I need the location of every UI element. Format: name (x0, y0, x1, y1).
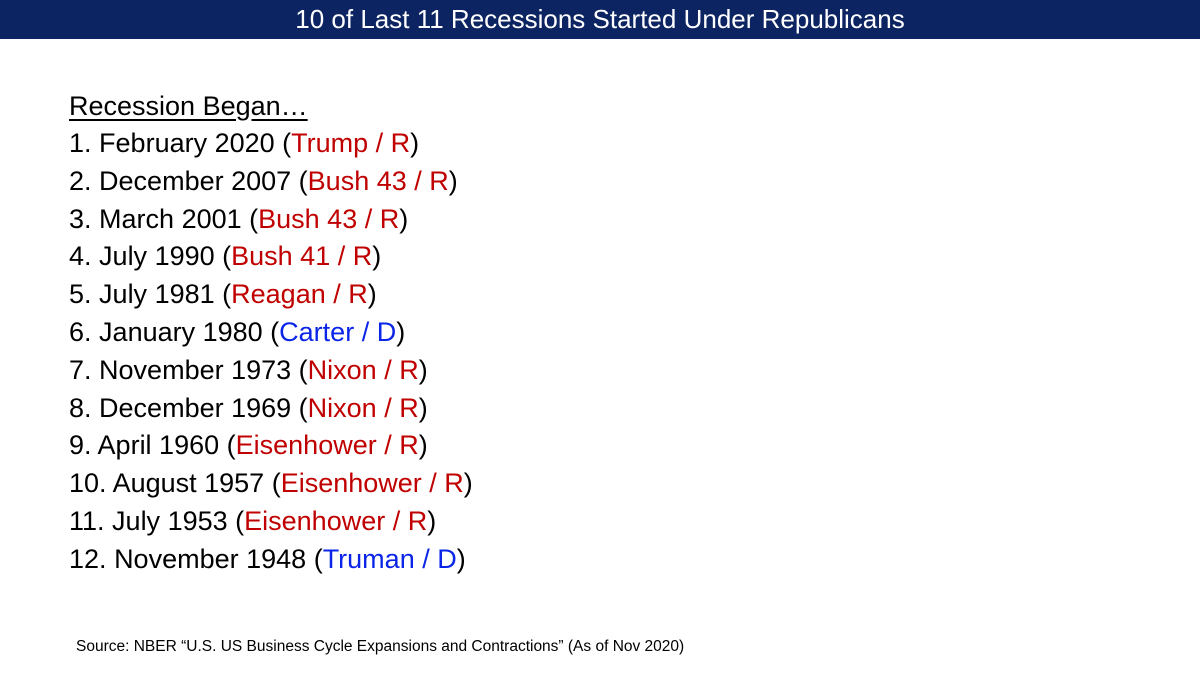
item-number: 12. (69, 543, 107, 574)
item-number: 5. (69, 279, 92, 310)
item-president: Bush 41 / R (231, 241, 373, 272)
item-date: February 2020 (99, 128, 283, 158)
list-item: 7. November 1973 (Nixon / R) (69, 354, 428, 385)
list-item: 5. July 1981 (Reagan / R) (69, 279, 377, 310)
item-president: Bush 43 / R (258, 203, 400, 234)
item-number: 1. (69, 128, 92, 158)
item-date: July 1990 (99, 241, 215, 272)
list-item: 3. March 2001 (Bush 43 / R) (69, 203, 409, 234)
item-president: Trump / R (291, 128, 411, 158)
item-date: November 1948 (114, 543, 307, 574)
list-item: 6. January 1980 (Carter / D) (69, 316, 406, 347)
list-item: 8. December 1969 (Nixon / R) (69, 392, 428, 423)
item-president: Nixon / R (307, 354, 419, 385)
item-number: 2. (69, 165, 92, 196)
item-president: Carter / D (279, 316, 397, 347)
list-item: 11. July 1953 (Eisenhower / R) (69, 505, 437, 536)
item-date: December 1969 (99, 392, 292, 423)
list-item: 9. April 1960 (Eisenhower / R) (69, 430, 428, 461)
item-number: 10. (69, 468, 107, 499)
item-number: 3. (69, 203, 92, 234)
slide-title: 10 of Last 11 Recessions Started Under R… (295, 4, 905, 34)
item-number: 4. (69, 241, 92, 272)
item-date: August 1957 (112, 468, 265, 499)
list-item: 1. February 2020 (Trump / R) (69, 128, 420, 158)
source-note: Source: NBER “U.S. US Business Cycle Exp… (76, 638, 685, 655)
list-heading: Recession Began… (69, 91, 308, 121)
item-date: November 1973 (99, 354, 292, 385)
item-date: March 2001 (99, 203, 242, 234)
item-president: Nixon / R (307, 392, 419, 423)
list-item: 10. August 1957 (Eisenhower / R) (69, 468, 473, 499)
item-number: 6. (69, 316, 92, 347)
item-president: Truman / D (322, 543, 457, 574)
list-item: 12. November 1948 (Truman / D) (69, 543, 466, 574)
item-date: December 2007 (99, 165, 292, 196)
item-date: July 1981 (99, 279, 215, 310)
item-president: Eisenhower / R (235, 430, 419, 461)
list-item: 2. December 2007 (Bush 43 / R) (69, 165, 458, 196)
item-date: January 1980 (99, 316, 263, 347)
item-president: Eisenhower / R (244, 505, 428, 536)
title-bar: 10 of Last 11 Recessions Started Under R… (0, 0, 1200, 39)
item-president: Bush 43 / R (307, 165, 449, 196)
recession-list: 1. February 2020 (Trump / R) 2. December … (69, 125, 1169, 579)
item-number: 9. (69, 430, 92, 461)
item-number: 7. (69, 354, 92, 385)
item-president: Reagan / R (231, 279, 368, 310)
item-number: 8. (69, 392, 92, 423)
list-item: 4. July 1990 (Bush 41 / R) (69, 241, 382, 272)
item-number: 11. (69, 505, 105, 536)
item-date: April 1960 (97, 430, 220, 461)
item-date: July 1953 (112, 505, 228, 536)
item-president: Eisenhower / R (280, 468, 464, 499)
recession-list-section: Recession Began… 1. February 2020 (Trump… (69, 87, 1169, 579)
